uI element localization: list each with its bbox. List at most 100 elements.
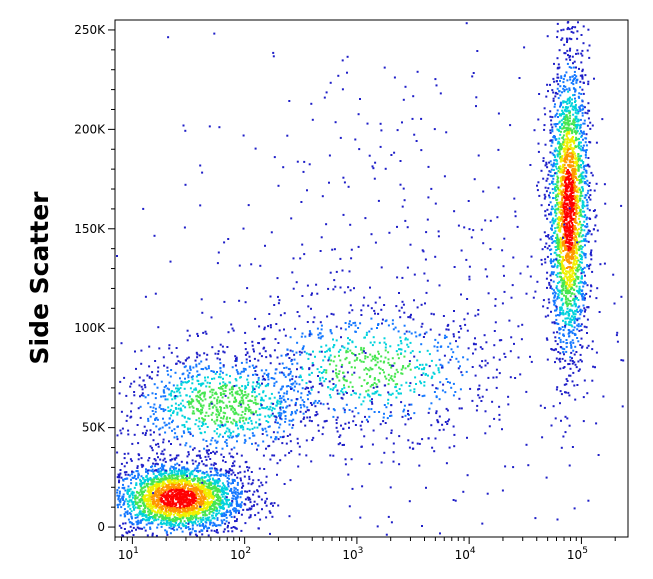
data-point — [241, 392, 243, 395]
data-point — [162, 356, 165, 359]
data-point — [325, 371, 328, 374]
data-point — [578, 182, 581, 185]
data-point — [228, 468, 231, 470]
data-point — [203, 395, 206, 398]
data-point — [156, 513, 159, 516]
data-point — [154, 475, 157, 478]
data-point — [164, 498, 167, 501]
data-point — [284, 415, 287, 417]
data-point — [247, 381, 250, 384]
data-point — [310, 371, 313, 374]
data-point — [546, 338, 549, 341]
data-point — [309, 416, 311, 419]
data-point — [168, 486, 171, 488]
data-point — [199, 488, 202, 491]
data-point — [210, 452, 212, 454]
data-point — [152, 480, 155, 483]
data-point — [130, 410, 132, 413]
data-point — [580, 261, 583, 264]
data-point — [186, 461, 188, 464]
data-point — [327, 348, 330, 351]
data-point — [217, 396, 220, 399]
data-point — [357, 412, 360, 415]
data-point — [171, 458, 174, 461]
data-point — [144, 485, 147, 488]
data-point — [309, 381, 312, 383]
data-point — [335, 339, 338, 342]
data-point — [152, 406, 155, 409]
data-point — [176, 411, 179, 414]
data-point — [269, 458, 272, 461]
data-point — [154, 491, 157, 494]
data-point — [362, 360, 365, 363]
data-point — [367, 389, 370, 392]
data-point — [213, 474, 216, 477]
data-point — [139, 395, 141, 398]
data-point — [170, 505, 173, 508]
data-point — [215, 419, 218, 422]
data-point — [204, 464, 207, 467]
data-point — [185, 471, 188, 474]
data-point — [200, 408, 203, 411]
data-point — [160, 500, 163, 503]
data-point — [245, 407, 248, 410]
data-point — [222, 514, 225, 517]
data-point — [171, 495, 173, 498]
data-point — [248, 475, 251, 478]
data-point — [180, 481, 183, 484]
data-point — [317, 333, 320, 336]
data-point — [169, 472, 172, 475]
data-point — [190, 504, 193, 507]
data-point — [217, 424, 220, 427]
data-point — [393, 375, 396, 378]
data-point — [189, 431, 192, 434]
data-point — [167, 410, 170, 412]
data-point — [466, 436, 468, 439]
data-point — [121, 495, 124, 498]
data-point — [241, 410, 244, 413]
data-point — [156, 475, 158, 478]
data-point — [198, 373, 201, 376]
data-point — [206, 507, 209, 510]
data-point — [146, 477, 149, 480]
data-point — [567, 147, 570, 150]
data-point — [189, 368, 192, 371]
data-point — [178, 388, 180, 391]
data-point — [284, 410, 287, 413]
data-point — [571, 360, 574, 362]
data-point — [178, 518, 181, 521]
data-point — [567, 275, 570, 278]
data-point — [222, 365, 225, 368]
data-point — [174, 520, 176, 523]
data-point — [263, 377, 265, 380]
data-point — [160, 519, 163, 522]
data-point — [143, 479, 146, 482]
data-point — [274, 438, 277, 441]
data-point — [184, 381, 187, 384]
data-point — [574, 90, 577, 93]
data-point — [363, 336, 366, 339]
data-point — [221, 495, 224, 498]
data-point — [267, 384, 269, 387]
data-point — [135, 520, 138, 523]
data-point — [365, 418, 368, 421]
data-point — [283, 483, 286, 485]
data-point — [280, 354, 283, 357]
data-point — [181, 475, 183, 478]
data-point — [158, 482, 161, 484]
data-point — [290, 358, 293, 361]
data-point — [216, 509, 218, 512]
data-point — [139, 489, 142, 492]
data-point — [189, 528, 191, 530]
data-point — [179, 407, 182, 410]
data-point — [252, 373, 254, 376]
data-point — [146, 503, 148, 505]
data-point — [216, 531, 219, 534]
data-point — [387, 373, 390, 376]
data-point — [237, 434, 240, 437]
data-point — [208, 503, 211, 506]
data-point — [214, 469, 217, 472]
data-point — [250, 505, 253, 508]
data-point — [367, 420, 369, 423]
data-point — [353, 359, 356, 362]
